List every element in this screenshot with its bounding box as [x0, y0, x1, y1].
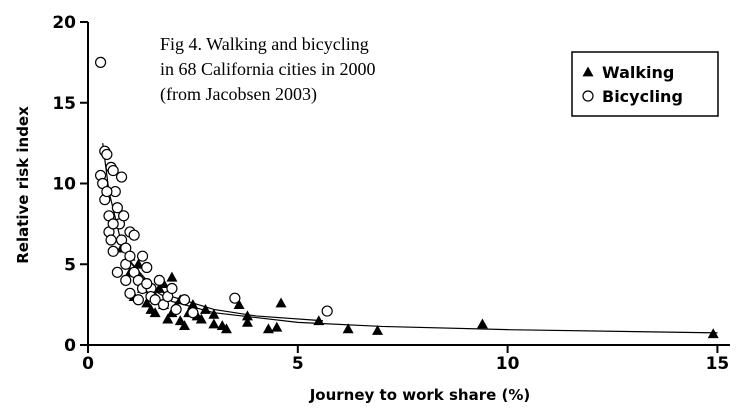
point — [271, 321, 283, 332]
point — [208, 308, 220, 319]
point — [707, 328, 719, 339]
y-tick-label: 0 — [64, 336, 76, 356]
x-tick-label: 5 — [292, 354, 304, 374]
point — [141, 261, 153, 274]
point — [111, 266, 123, 278]
point — [195, 313, 207, 324]
point — [132, 294, 144, 306]
point — [101, 148, 113, 161]
y-tick-label: 5 — [64, 255, 76, 275]
chart-title: Fig 4. Walking and bicycling — [160, 34, 369, 54]
point — [321, 305, 333, 317]
point — [170, 303, 182, 316]
legend-label: Walking — [602, 63, 674, 82]
point — [107, 164, 119, 177]
y-tick-label: 15 — [52, 94, 76, 114]
point — [275, 297, 287, 308]
point — [313, 315, 325, 326]
point — [476, 318, 488, 329]
point — [105, 234, 117, 246]
point — [342, 323, 354, 334]
point — [166, 271, 178, 282]
point — [141, 297, 153, 308]
point — [208, 318, 220, 329]
chart-title: (from Jacobsen 2003) — [160, 84, 317, 105]
point — [199, 303, 211, 314]
y-axis-label: Relative risk index — [14, 106, 32, 264]
point — [107, 218, 119, 230]
point — [241, 310, 253, 321]
point — [241, 316, 253, 327]
point — [128, 229, 140, 241]
point — [124, 287, 136, 299]
point — [153, 274, 165, 286]
point — [162, 313, 174, 324]
legend-marker — [582, 90, 594, 102]
point — [101, 185, 113, 198]
chart-title: in 68 California cities in 2000 — [160, 59, 375, 79]
point — [107, 245, 119, 257]
point — [124, 250, 136, 262]
x-tick-label: 0 — [82, 354, 94, 374]
point — [166, 282, 178, 295]
x-tick-label: 10 — [496, 354, 520, 374]
y-tick-label: 20 — [52, 13, 76, 33]
point — [94, 56, 107, 68]
point — [141, 278, 153, 290]
point — [233, 299, 245, 310]
point — [372, 324, 384, 335]
point — [120, 274, 132, 286]
point — [149, 294, 161, 306]
point — [178, 294, 191, 306]
point — [136, 250, 149, 262]
point — [229, 292, 241, 304]
point — [187, 307, 199, 319]
point — [115, 171, 128, 183]
point — [187, 299, 199, 310]
point — [118, 210, 130, 222]
point — [174, 315, 186, 326]
legend-box — [571, 51, 719, 117]
y-tick-label: 10 — [52, 175, 76, 195]
legend-label: Bicycling — [602, 87, 683, 106]
point — [111, 202, 123, 214]
point — [149, 307, 161, 318]
x-tick-label: 15 — [706, 354, 730, 374]
point — [262, 323, 274, 334]
point — [220, 323, 232, 334]
point — [179, 320, 191, 331]
legend-marker — [582, 66, 594, 77]
x-axis-label: Journey to work share (%) — [309, 386, 531, 404]
point — [132, 258, 144, 269]
